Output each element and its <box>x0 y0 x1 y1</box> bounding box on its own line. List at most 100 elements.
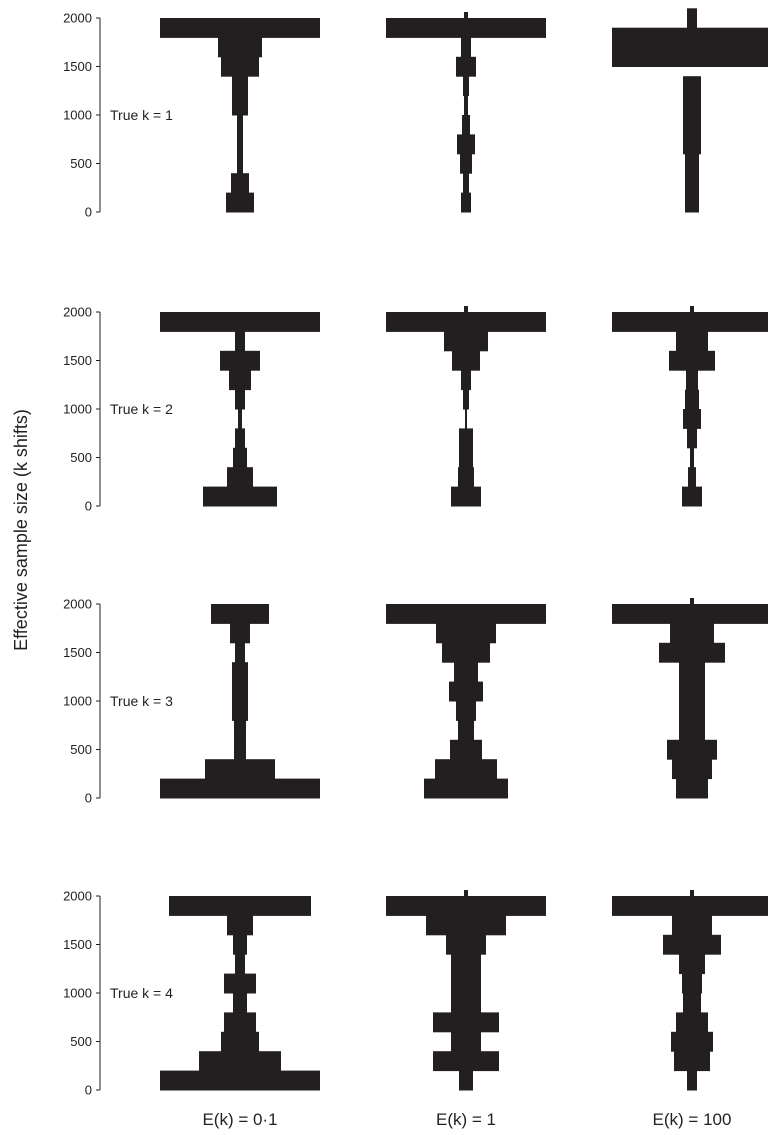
histogram-bar <box>227 915 253 936</box>
y-tick-label: 1500 <box>63 937 92 952</box>
histogram-bar <box>671 1031 713 1052</box>
histogram-bar <box>459 1070 473 1091</box>
y-tick-label: 500 <box>70 450 92 465</box>
histogram-bar <box>464 890 468 897</box>
histogram-bar <box>679 681 705 702</box>
histogram-bar <box>227 467 253 488</box>
histogram-bar <box>451 486 481 507</box>
y-tick-label: 1500 <box>63 59 92 74</box>
histogram-bar <box>450 739 482 760</box>
histogram-bar <box>235 642 245 663</box>
histogram-bar <box>683 76 701 97</box>
histogram-bar <box>667 739 717 760</box>
histogram-bar <box>232 701 248 721</box>
histogram-bar <box>461 37 471 58</box>
histogram-bar <box>690 447 694 468</box>
histogram-bar <box>683 134 701 155</box>
histogram-bar <box>688 467 696 488</box>
histogram-bar <box>679 954 705 975</box>
histogram-bar <box>682 973 702 994</box>
histogram-bar <box>465 409 467 429</box>
y-axis-title: Effective sample size (k shifts) <box>11 409 31 651</box>
histogram-bar <box>463 76 469 97</box>
histogram-bar <box>211 604 269 624</box>
histogram-bar <box>454 662 478 683</box>
histogram-bar <box>457 134 475 155</box>
histogram-bar <box>234 739 246 760</box>
histogram-bar <box>169 896 311 916</box>
histogram-bar <box>235 331 245 352</box>
histogram-bar <box>449 681 483 702</box>
histogram-bar <box>612 312 768 332</box>
histogram-bar <box>238 409 242 429</box>
histogram-bar <box>435 759 497 780</box>
y-tick-label: 1000 <box>63 694 92 709</box>
histogram-bar <box>160 1070 320 1091</box>
histogram-bar <box>221 1031 259 1052</box>
histogram-bar <box>458 720 474 741</box>
histogram-bar <box>461 370 471 391</box>
histogram-bar <box>456 701 476 721</box>
histogram-bar <box>612 27 768 48</box>
histogram-bar <box>424 778 508 799</box>
histogram-bar <box>672 915 712 936</box>
y-tick-label: 500 <box>70 1034 92 1049</box>
y-tick-label: 2000 <box>63 11 92 26</box>
histogram-bar <box>451 954 481 975</box>
histogram-bar <box>682 486 702 507</box>
histogram-bar <box>672 759 712 780</box>
histogram-bar <box>234 720 246 741</box>
histogram-bar <box>456 56 476 77</box>
histogram-bar <box>235 954 245 975</box>
histogram-bar <box>232 662 248 683</box>
histogram-bar <box>676 331 708 352</box>
histogram-bar <box>224 1012 256 1033</box>
histogram-bar <box>683 115 701 135</box>
histogram-bar <box>220 350 260 371</box>
histogram-bar <box>160 778 320 799</box>
column-label: E(k) = 0·1 <box>202 1110 277 1129</box>
panel-grid: 0 500 1000 1500 2000 True k = 1 0 500 1000 1500 20… <box>63 8 768 1129</box>
histogram-bar <box>612 604 768 624</box>
histogram-bar <box>462 115 470 135</box>
histogram-bar <box>230 623 250 644</box>
histogram-bar <box>683 95 701 116</box>
y-tick-label: 0 <box>85 499 92 514</box>
y-tick-label: 1000 <box>63 402 92 417</box>
histogram-bar <box>676 778 708 799</box>
histogram-bar <box>451 973 481 994</box>
histogram-bar <box>233 934 247 955</box>
histogram-bar <box>690 890 694 897</box>
y-tick-label: 500 <box>70 742 92 757</box>
histogram-bar <box>224 973 256 994</box>
histogram-bar <box>663 934 721 955</box>
histogram-bar <box>686 370 698 391</box>
histogram-bar <box>226 192 254 213</box>
histogram-bar <box>221 56 259 77</box>
histogram-bar <box>233 993 247 1013</box>
histogram-bar <box>237 134 243 155</box>
y-tick-label: 2000 <box>63 889 92 904</box>
histogram-bar <box>442 642 490 663</box>
histogram-bar <box>687 8 697 29</box>
histogram-bar <box>386 896 546 916</box>
histogram-bar <box>231 173 249 194</box>
histogram-bar <box>235 428 245 449</box>
histogram-bar <box>679 701 705 721</box>
y-tick-label: 1000 <box>63 986 92 1001</box>
histogram-bar <box>232 95 248 116</box>
histogram-bar <box>203 486 277 507</box>
histogram-bar <box>205 759 275 780</box>
histogram-bar <box>232 681 248 702</box>
histogram-bar <box>459 447 473 468</box>
column-label: E(k) = 1 <box>436 1110 496 1129</box>
y-tick-label: 0 <box>85 791 92 806</box>
histogram-bar <box>612 896 768 916</box>
histogram-bar <box>670 623 714 644</box>
y-tick-label: 0 <box>85 205 92 220</box>
histogram-bar <box>433 1012 499 1033</box>
histogram-bar <box>461 192 471 213</box>
histogram-bar <box>685 173 699 194</box>
histogram-bar <box>464 12 468 19</box>
